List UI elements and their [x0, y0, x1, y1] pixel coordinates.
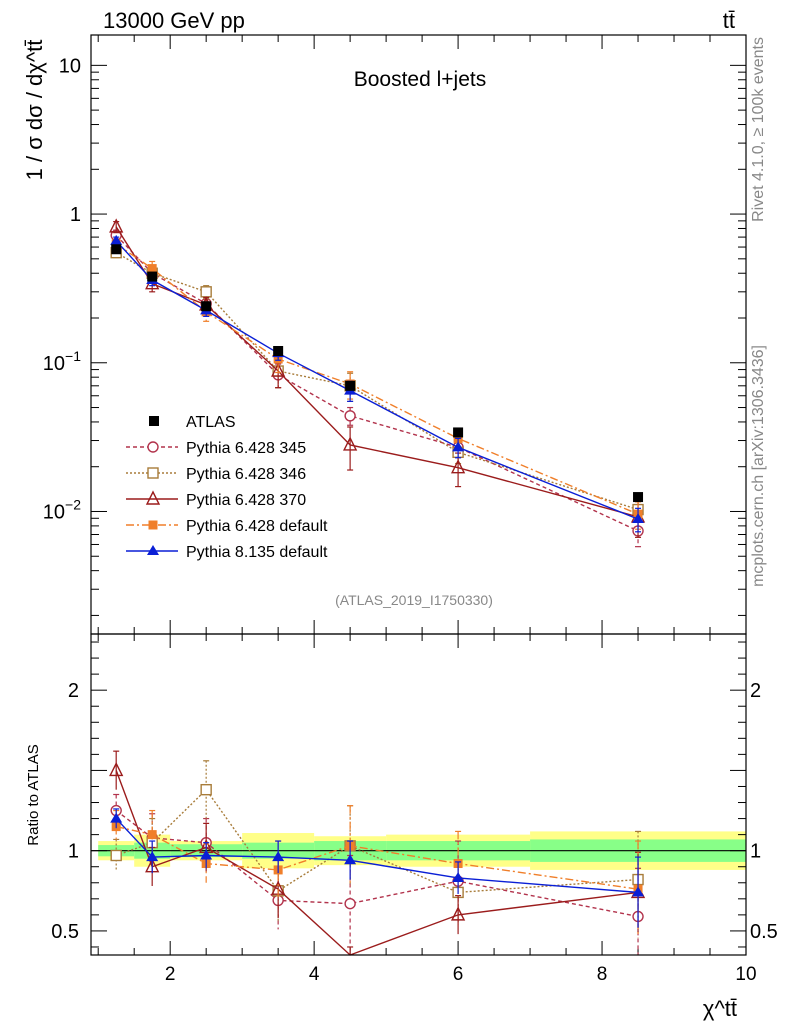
series-pythia-6-428-346 — [110, 246, 644, 928]
legend-marker — [147, 441, 159, 453]
analysis-label: (ATLAS_2019_I1750330) — [335, 592, 493, 608]
atlas-point — [453, 427, 464, 438]
data-point — [110, 234, 123, 245]
data-point — [450, 459, 466, 474]
ratio-point — [632, 886, 645, 897]
data-point — [452, 441, 465, 452]
series-pythia-8-135-default — [110, 234, 645, 928]
legend-label: ATLAS — [186, 414, 236, 431]
series-atlas — [111, 244, 644, 503]
axis-ticks: 2 4 6 8 10 10−2 10−1 1 10 0.5 0.5 1 1 2 2 — [43, 35, 778, 985]
ratio-tick-label: 1 — [68, 841, 79, 863]
legend-item-pythia-6-428-370: Pythia 6.428 370 — [126, 490, 306, 509]
ratio-point — [200, 783, 212, 796]
legend-label: Pythia 6.428 346 — [186, 466, 306, 483]
ratio-point — [110, 812, 123, 823]
y-tick-label: 10−2 — [43, 496, 81, 523]
legend-item-pythia-6-428-345: Pythia 6.428 345 — [126, 440, 306, 457]
data-point — [147, 264, 157, 274]
data-point — [200, 286, 212, 298]
ratio-axis-title: Ratio to ATLAS — [25, 744, 42, 845]
legend-marker — [145, 490, 161, 505]
legend-label: Pythia 6.428 345 — [186, 440, 306, 457]
ratio-tick-label-right: 0.5 — [750, 921, 778, 943]
atlas-point — [111, 244, 122, 255]
atlas-uncertainty-bands — [91, 831, 746, 870]
ratio-point — [452, 871, 465, 882]
x-tick-label: 10 — [735, 964, 756, 985]
legend-marker — [147, 467, 159, 479]
series-line — [115, 234, 639, 532]
atlas-point — [273, 345, 284, 356]
y-tick-label: 1 — [70, 204, 81, 226]
legend-item-pythia-6-428-default: Pythia 6.428 default — [126, 518, 328, 535]
energy-label: 13000 GeV pp — [103, 8, 245, 33]
ratio-tick-label: 2 — [68, 680, 79, 702]
legend-marker — [149, 416, 159, 426]
ratio-tick-label-right: 2 — [750, 680, 761, 702]
y-axis-title: 1 / σ dσ / dχ^tt̄ — [22, 40, 47, 181]
legend-label: Pythia 6.428 default — [186, 518, 328, 535]
ratio-point — [110, 849, 122, 862]
y-tick-label: 10−1 — [43, 348, 81, 375]
x-axis-title: χ^tt̄ — [703, 996, 737, 1021]
ratio-point — [344, 854, 357, 865]
ratio-point — [200, 849, 213, 860]
atlas-point — [345, 380, 356, 391]
source-label: mcplots.cern.ch [arXiv:1306.3436] — [750, 345, 767, 587]
legend-label: Pythia 6.428 370 — [186, 492, 306, 509]
process-label: tt̄ — [723, 8, 735, 33]
data-point — [271, 362, 286, 377]
legend-label: Pythia 8.135 default — [186, 544, 328, 561]
atlas-point — [201, 301, 212, 312]
data-point — [342, 436, 358, 451]
ratio-point — [146, 851, 159, 862]
ratio-tick-label-right: 1 — [750, 841, 761, 863]
series-layer — [109, 218, 646, 956]
y-tick-label: 10 — [59, 55, 81, 77]
chart-title: Boosted l+jets — [354, 68, 487, 91]
data-point — [344, 410, 356, 422]
ratio-tick-label: 0.5 — [51, 921, 79, 943]
ratio-point — [344, 897, 356, 910]
x-tick-label: 4 — [309, 964, 320, 985]
data-point — [109, 218, 124, 233]
legend-marker — [148, 520, 158, 530]
legend-item-pythia-6-428-346: Pythia 6.428 346 — [126, 466, 306, 483]
legend-item-pythia-8-135-default: Pythia 8.135 default — [126, 544, 328, 561]
x-tick-label: 6 — [453, 964, 464, 985]
rivet-label: Rivet 4.1.0, ≥ 100k events — [750, 37, 767, 222]
ratio-plot-frame — [90, 633, 747, 956]
atlas-point — [147, 271, 158, 282]
ratio-point — [450, 906, 466, 921]
ratio-point — [109, 761, 124, 777]
atlas-point — [633, 492, 644, 503]
legend: ATLAS Pythia 6.428 345 Pythia 6.428 346 Pyt… — [126, 414, 328, 561]
x-tick-label: 8 — [597, 964, 608, 985]
data-point — [632, 513, 645, 524]
ratio-point — [272, 851, 285, 862]
ratio-point — [147, 830, 157, 840]
legend-marker — [147, 545, 159, 555]
legend-item-atlas: ATLAS — [149, 414, 236, 431]
x-tick-label: 2 — [165, 964, 176, 985]
